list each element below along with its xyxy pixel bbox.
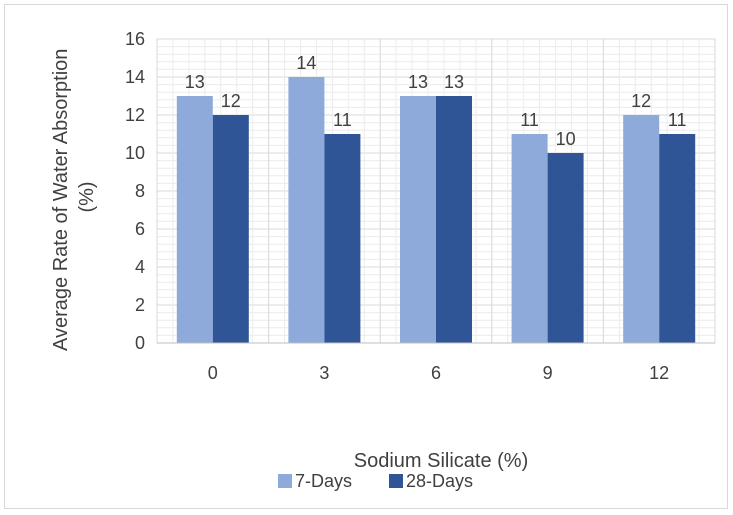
x-tick-label: 9	[543, 363, 553, 383]
x-axis-ticks: 0 3 6 9 12	[208, 363, 669, 383]
y-tick-label: 14	[125, 67, 145, 87]
y-tick-label: 10	[125, 143, 145, 163]
x-tick-label: 0	[208, 363, 218, 383]
data-label-28-days-6: 13	[444, 72, 464, 92]
y-axis-ticks: 0 2 4 6 8 10 12 14 16	[125, 29, 145, 353]
data-label-7-days-3: 14	[296, 53, 316, 73]
y-tick-label: 12	[125, 105, 145, 125]
bar-chart: 13 14 13 11 12 12 11 13 10 11 0 2 4 6 8 10 12 14 16 0 3 6 9 1…	[50, 29, 716, 491]
chart-container: 13 14 13 11 12 12 11 13 10 11 0 2 4 6 8 10 12 14 16 0 3 6 9 1…	[4, 4, 728, 509]
bar-7-days-9	[511, 134, 548, 343]
x-tick-label: 12	[649, 363, 669, 383]
data-label-28-days-0: 12	[221, 91, 241, 111]
bars	[176, 77, 696, 343]
bar-28-days-3	[324, 134, 361, 343]
bar-28-days-0	[212, 115, 249, 343]
data-label-28-days-3: 11	[333, 110, 352, 130]
bar-7-days-12	[623, 115, 660, 343]
legend-label-7-days: 7-Days	[295, 471, 352, 491]
legend-swatch-28-days	[389, 474, 403, 488]
y-tick-label: 6	[135, 219, 145, 239]
x-tick-label: 6	[431, 363, 441, 383]
data-label-7-days-12: 12	[631, 91, 651, 111]
data-label-7-days-9: 11	[520, 110, 539, 130]
bar-7-days-0	[176, 96, 213, 343]
legend: 7-Days 28-Days	[278, 471, 473, 491]
y-axis-title: Average Rate of Water Absorption (%)	[50, 43, 98, 351]
y-tick-label: 16	[125, 29, 145, 49]
x-axis-title: Sodium Silicate (%)	[354, 450, 529, 472]
legend-label-28-days: 28-Days	[406, 471, 473, 491]
y-tick-label: 8	[135, 181, 145, 201]
bar-28-days-12	[659, 134, 696, 343]
y-tick-label: 2	[135, 295, 145, 315]
y-tick-label: 4	[135, 257, 145, 277]
data-label-7-days-6: 13	[408, 72, 428, 92]
bar-7-days-3	[288, 77, 325, 343]
y-tick-label: 0	[135, 333, 145, 353]
legend-swatch-7-days	[278, 474, 292, 488]
y-axis-title-line-1: Average Rate of Water Absorption	[50, 49, 72, 351]
x-tick-label: 3	[319, 363, 329, 383]
data-labels: 13 14 13 11 12 12 11 13 10 11	[185, 53, 687, 149]
bar-28-days-9	[547, 153, 584, 343]
bar-7-days-6	[400, 96, 436, 343]
data-label-28-days-9: 10	[556, 129, 576, 149]
y-axis-title-line-2: (%)	[76, 181, 98, 212]
bar-28-days-6	[436, 96, 472, 343]
data-label-28-days-12: 11	[668, 110, 687, 130]
data-label-7-days-0: 13	[185, 72, 205, 92]
